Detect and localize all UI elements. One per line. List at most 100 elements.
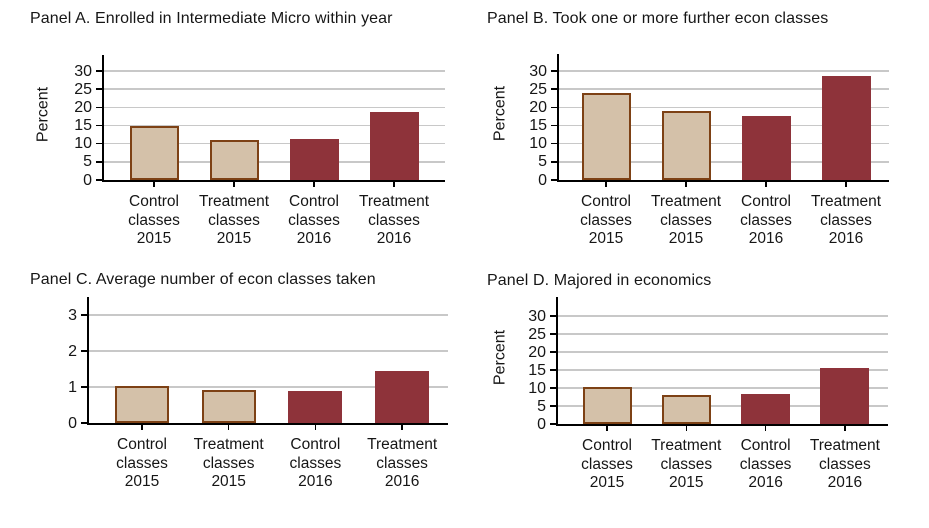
x-category-label-1: Control classes 2015 — [552, 437, 662, 493]
x-category-label-line: classes — [116, 454, 168, 472]
x-category-label-line: Treatment — [198, 193, 270, 210]
y-tick-label-10: 10 — [529, 135, 547, 153]
x-category-label-2: Treatment classes 2015 — [174, 436, 284, 492]
x-category-label-line: classes — [581, 455, 633, 473]
x-category-label-line: Treatment — [367, 436, 438, 453]
x-category-label-line: Treatment — [650, 193, 722, 210]
y-tick-20 — [551, 106, 558, 109]
y-tick-30 — [550, 315, 557, 317]
y-tick-label-5: 5 — [83, 153, 92, 171]
y-tick-label-20: 20 — [74, 98, 92, 116]
y-tick-label-0: 0 — [68, 414, 77, 432]
bar-control-classes-2016 — [741, 115, 791, 180]
x-tick-1 — [605, 181, 607, 188]
bar-treatment-classes-2016 — [369, 112, 419, 180]
y-tick-label-0: 0 — [537, 415, 546, 433]
y-tick-5 — [96, 161, 103, 163]
y-tick-25 — [550, 333, 557, 335]
x-tick-3 — [765, 181, 767, 188]
y-tick-20 — [96, 106, 103, 109]
y-axis-line — [102, 55, 104, 182]
x-category-label-line: 2016 — [296, 230, 332, 247]
x-category-label-line: 2015 — [668, 230, 704, 247]
gridline-3 — [89, 314, 448, 316]
gridline-30 — [559, 70, 889, 72]
y-tick-label-10: 10 — [74, 135, 92, 153]
gridline-20 — [558, 351, 888, 353]
y-tick-label-0: 0 — [83, 171, 92, 189]
x-tick-1 — [141, 424, 143, 431]
bar-control-classes-2015 — [581, 93, 631, 180]
y-axis-line — [556, 297, 558, 426]
x-tick-4 — [393, 181, 395, 188]
x-axis-line — [557, 180, 889, 182]
y-tick-label-25: 25 — [529, 80, 547, 98]
y-tick-label-0: 0 — [538, 171, 547, 189]
panel-c-title: Panel C. Average number of econ classes … — [30, 271, 376, 288]
x-category-label-line: 2015 — [124, 473, 160, 490]
x-category-label-line: Treatment — [358, 193, 430, 210]
y-tick-30 — [551, 70, 558, 72]
x-category-label-1: Control classes 2015 — [87, 436, 197, 492]
bar-treatment-classes-2015 — [661, 394, 711, 424]
y-tick-25 — [96, 88, 103, 90]
x-category-label-line: classes — [128, 211, 180, 229]
x-tick-3 — [313, 181, 315, 188]
y-tick-2 — [81, 350, 88, 352]
y-tick-1 — [81, 386, 88, 388]
bar-control-classes-2016 — [741, 393, 791, 424]
x-category-label-line: 2015 — [136, 230, 172, 247]
bar-control-classes-2016 — [288, 390, 343, 423]
x-category-label-line: classes — [820, 211, 872, 229]
x-category-label-line: classes — [368, 211, 420, 229]
y-tick-label-1: 1 — [68, 378, 77, 396]
x-category-label-line: classes — [660, 455, 713, 473]
y-tick-25 — [551, 88, 558, 90]
x-category-label-line: classes — [202, 454, 255, 472]
y-tick-label-2: 2 — [68, 342, 77, 360]
y-tick-label-3: 3 — [68, 306, 77, 324]
panel-b-title: Panel B. Took one or more further econ c… — [487, 10, 829, 27]
gridline-20 — [104, 106, 445, 109]
panel-d-title: Panel D. Majored in economics — [487, 272, 712, 289]
bar-treatment-classes-2015 — [661, 110, 711, 180]
panel-a: Panel A. Enrolled in Intermediate Micro … — [0, 0, 464, 264]
y-tick-3 — [81, 314, 88, 316]
bar-control-classes-2016 — [289, 139, 339, 180]
y-tick-label-25: 25 — [74, 80, 92, 98]
y-tick-0 — [96, 179, 103, 181]
panel-b: Panel B. Took one or more further econ c… — [464, 0, 929, 264]
panel-c-plot-area: 0 1 2 3 Control classes 2015 Treatment classes 20… — [0, 264, 464, 528]
x-category-label-line: Control — [581, 193, 631, 210]
y-axis-line — [87, 297, 89, 425]
panel-c: Panel C. Average number of econ classes … — [0, 264, 464, 528]
x-category-label-line: Control — [740, 437, 791, 454]
x-category-label-line: Treatment — [193, 436, 264, 453]
x-category-label-line: classes — [819, 455, 871, 473]
x-category-label-line: Treatment — [651, 437, 722, 454]
x-category-label-3: Control classes 2016 — [260, 436, 370, 492]
bar-control-classes-2015 — [582, 387, 632, 424]
x-category-label-line: 2015 — [588, 230, 624, 247]
x-category-label-line: 2015 — [589, 474, 625, 491]
gridline-15 — [558, 369, 888, 371]
x-category-label-line: 2015 — [669, 474, 704, 491]
gridline-2 — [89, 350, 448, 352]
y-tick-15 — [96, 124, 103, 127]
gridline-5 — [558, 405, 888, 407]
x-category-label-line: classes — [376, 454, 428, 472]
y-tick-label-30: 30 — [74, 62, 92, 80]
x-category-label-2: Treatment classes 2015 — [631, 437, 741, 493]
x-category-label-line: classes — [208, 211, 260, 229]
x-category-label-line: Control — [289, 193, 339, 210]
bar-treatment-classes-2016 — [821, 76, 871, 180]
gridline-5 — [559, 161, 889, 163]
y-tick-15 — [550, 369, 557, 371]
y-tick-label-20: 20 — [528, 343, 546, 361]
x-tick-4 — [844, 425, 846, 432]
gridline-15 — [104, 124, 445, 127]
x-category-label-line: Control — [129, 193, 179, 210]
y-tick-label-15: 15 — [529, 117, 547, 134]
y-tick-5 — [551, 161, 558, 163]
y-tick-10 — [550, 387, 557, 389]
